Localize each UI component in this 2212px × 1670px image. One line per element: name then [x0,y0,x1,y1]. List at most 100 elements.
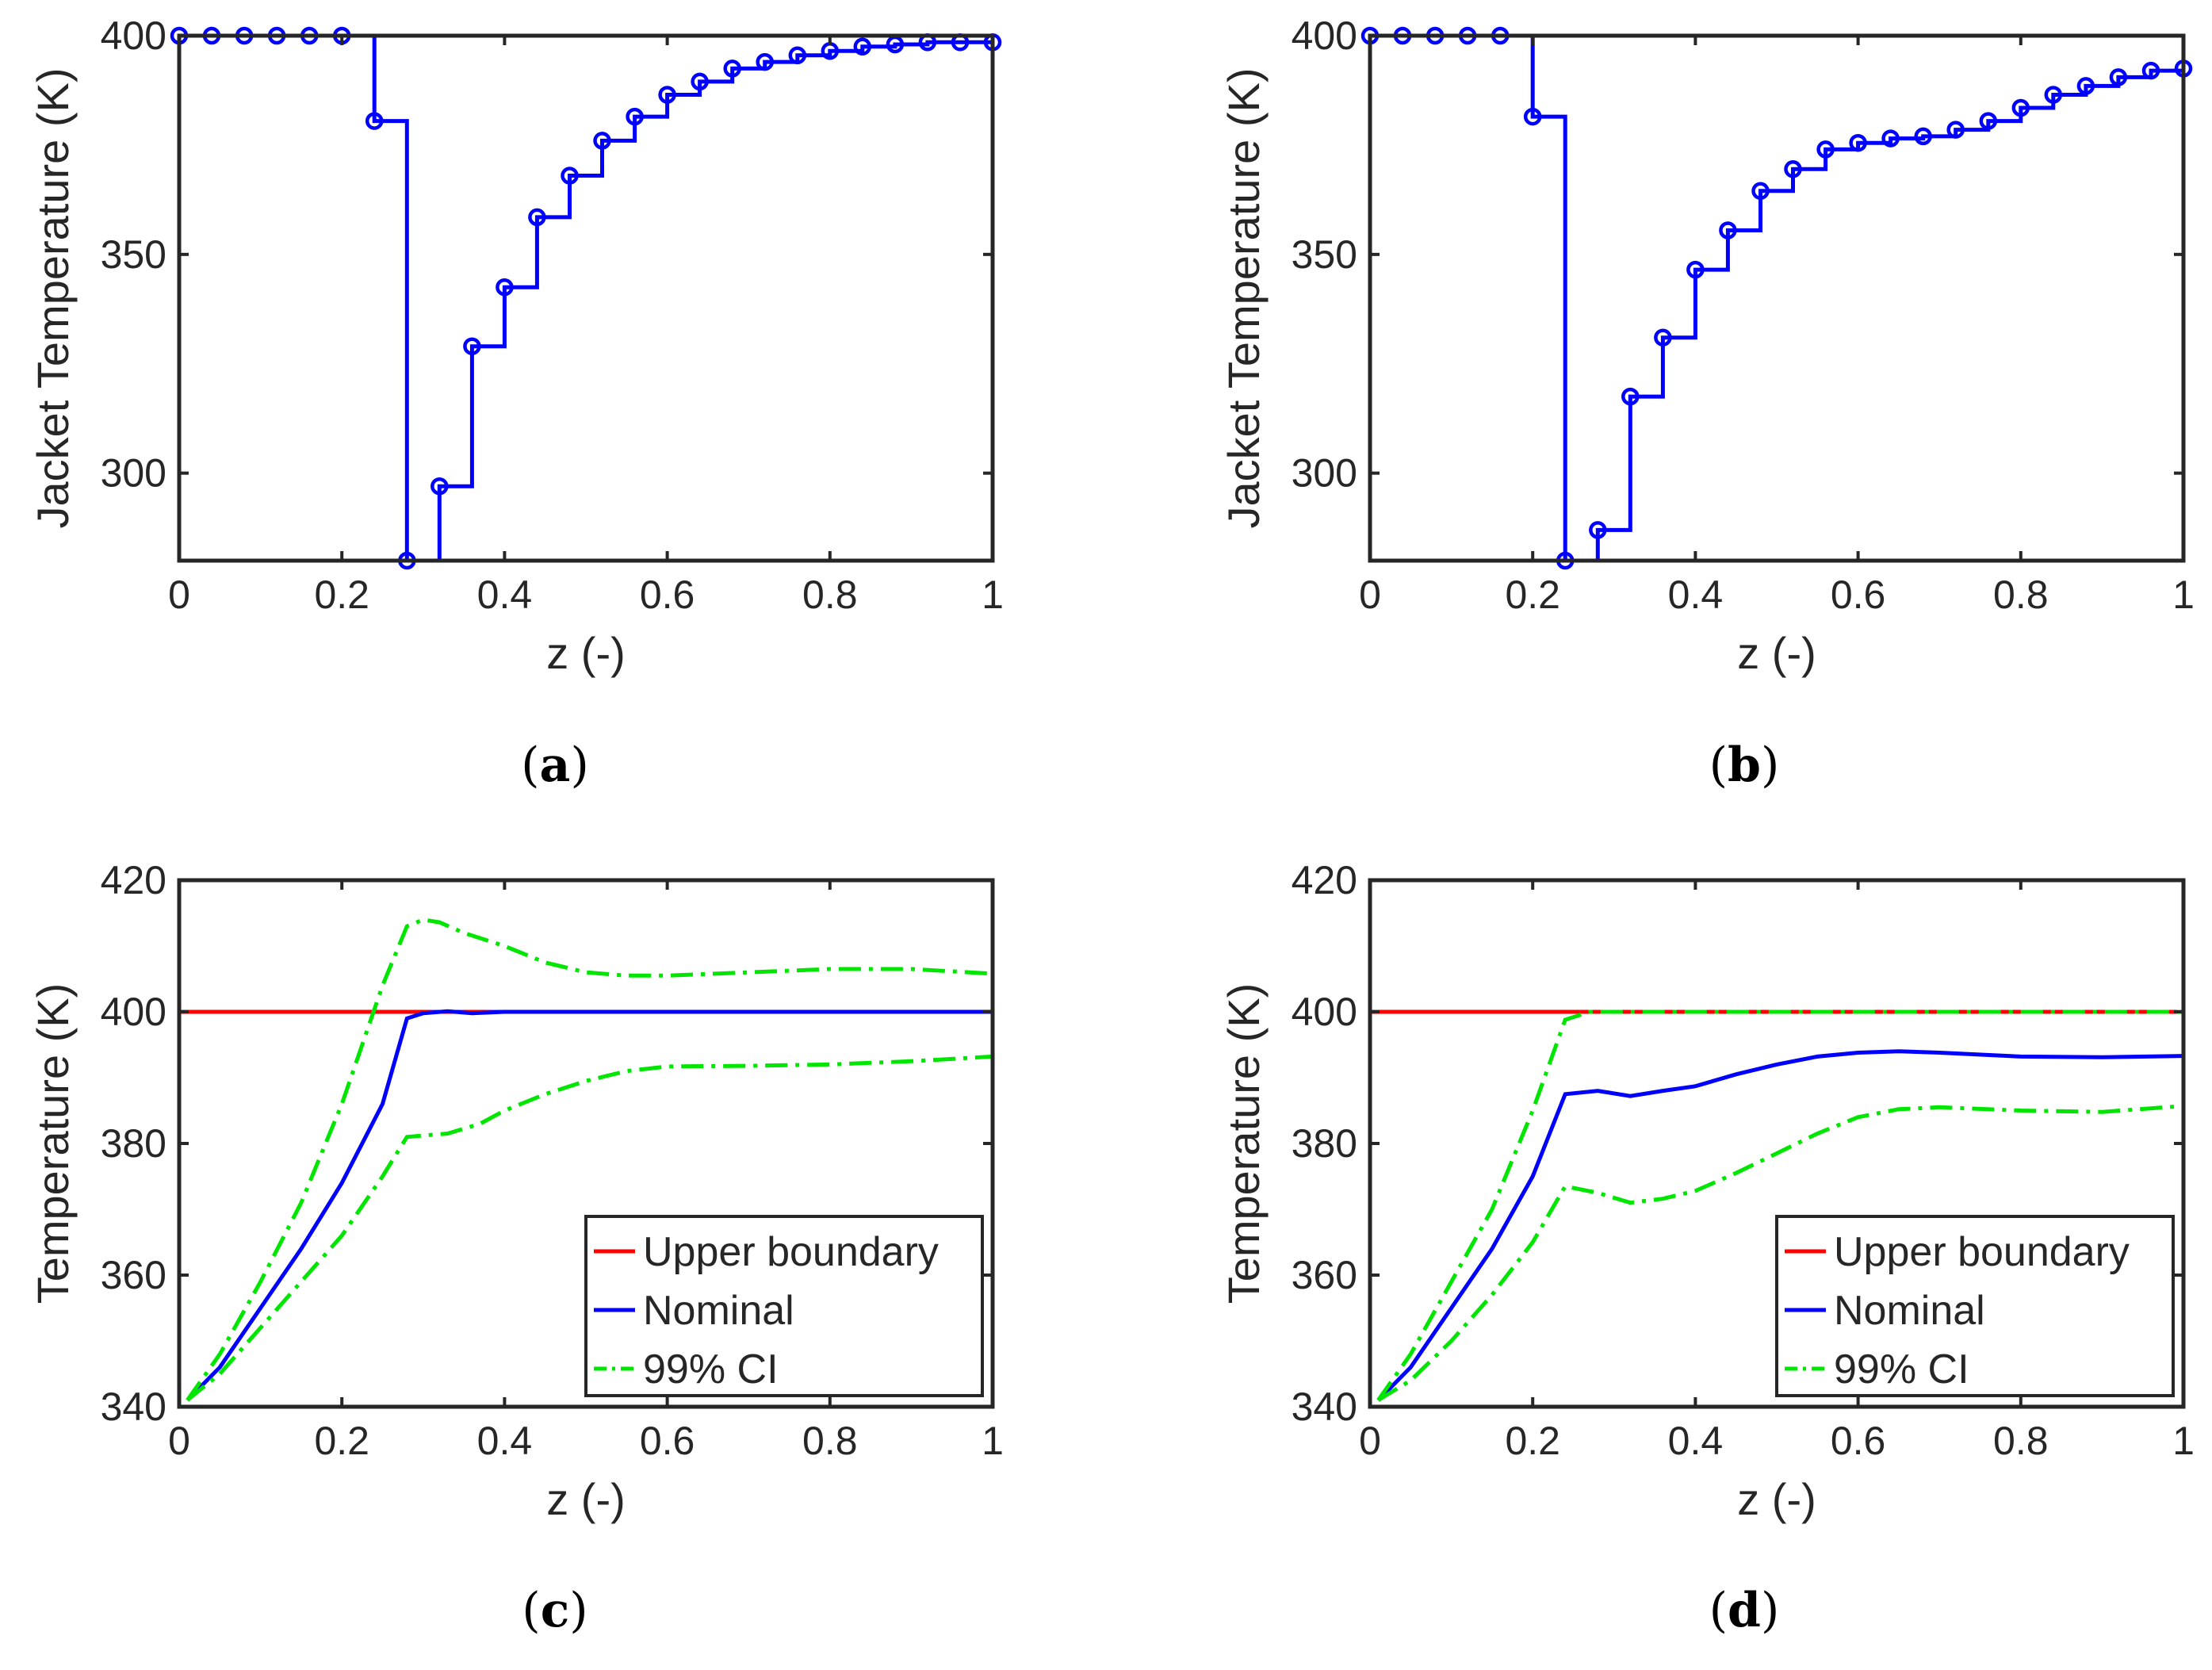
legend-box [584,1215,984,1397]
series-group [1370,1009,2183,1402]
x-tick-label: 0.2 [314,1419,369,1463]
chart-panel-d: 0 0.2 0.4 0.6 0.8 1 340 360 380 400 420 z (-) Temper… [1219,858,2195,1638]
x-tick-label: 1 [982,1419,1004,1463]
data-point-marker [1589,521,1607,539]
y-tick-label: 380 [101,1121,166,1166]
y-tick-label: 300 [101,451,166,496]
y-tick-label: 300 [1292,451,1357,496]
data-point-marker [723,59,741,78]
data-point-marker [1719,221,1737,239]
axes-box [1368,33,2186,563]
panel-label-letter: a [540,737,571,793]
axes-box [177,33,995,563]
panel-label-letter: c [541,1583,570,1638]
y-axis-label: Temperature (K) [28,983,78,1304]
data-point-marker [2011,98,2030,117]
data-point-marker [2141,61,2160,80]
data-point-marker [1523,107,1542,126]
x-tick-label: 0.6 [640,573,695,617]
data-point-marker [853,37,872,56]
panel-label-close: ) [1761,1583,1779,1638]
data-point-marker [691,72,709,91]
x-tick-label: 0 [1359,1419,1381,1463]
x-tick-label: 0.8 [802,1419,858,1463]
data-point-marker [1979,112,1998,130]
data-point-marker [626,107,644,126]
data-point-marker [1751,182,1770,201]
x-tick-label: 0.8 [1993,573,2049,617]
data-point-marker [1621,387,1640,406]
panel-label-close: ) [569,1583,587,1638]
x-tick-label: 0.8 [1993,1419,2049,1463]
x-tick-label: 0 [1359,573,1381,617]
x-tick-label: 0.6 [640,1419,695,1463]
x-tick-label: 0.4 [1668,573,1724,617]
x-tick-label: 0.4 [477,573,533,617]
data-point-marker [788,46,807,65]
x-tick-label: 1 [982,573,1004,617]
data-point-marker [1914,127,1932,146]
data-point-marker [496,278,514,297]
panel-label: (b) [1709,737,1780,793]
plot-area [179,36,993,561]
x-tick-label: 0.2 [1505,1419,1560,1463]
x-axis-label: z (-) [1737,1474,1816,1524]
x-axis-label: z (-) [546,628,626,678]
panel-label-letter: b [1728,737,1761,793]
data-point-marker [2109,68,2128,86]
data-point-marker [1784,160,1802,178]
x-tick-label: 0 [168,1419,190,1463]
y-tick-label: 380 [1292,1121,1357,1166]
panel-label-letter: d [1728,1583,1761,1638]
panel-label: (c) [522,1583,587,1638]
legend-entry-label: Nominal [643,1288,794,1334]
data-point-marker [1686,260,1705,279]
x-tick-label: 1 [2172,573,2195,617]
chart-panel-b: 0 0.2 0.4 0.6 0.8 1 300 350 400 z (-) Jacket Tempe… [1219,13,2195,793]
y-tick-label: 400 [1292,13,1357,58]
y-tick-label: 340 [101,1385,166,1429]
data-point-marker [1816,140,1835,159]
data-point-marker [431,477,449,496]
x-tick-label: 0.6 [1831,573,1886,617]
panel-label-open: ( [1709,737,1728,793]
x-axis-label: z (-) [546,1474,626,1524]
panel-label-open: ( [522,1583,540,1638]
chart-panel-c: 0 0.2 0.4 0.6 0.8 1 340 360 380 400 420 z (-) Temper… [28,858,1004,1638]
series-group [179,917,993,1402]
series-line-nominal [186,1009,993,1402]
data-point-marker [756,52,774,71]
y-tick-label: 360 [1292,1253,1357,1297]
data-point-marker [1881,129,1900,147]
series-line-nominal [1376,1049,2183,1402]
y-tick-label: 420 [1292,858,1357,902]
series-line-99-ci [1376,1009,2183,1402]
y-tick-label: 400 [101,990,166,1034]
y-axis-label: Jacket Temperature (K) [28,68,78,529]
legend: Upper boundary Nominal 99% CI [1775,1215,2175,1397]
x-tick-label: 0.6 [1831,1419,1886,1463]
data-point-marker [365,112,384,130]
legend-entry-label: 99% CI [643,1346,779,1392]
series-line-jacket-temperature [1370,36,2183,561]
y-tick-label: 350 [1292,232,1357,277]
y-axis-label: Temperature (K) [1219,983,1269,1304]
data-point-marker [528,208,546,227]
data-point-marker [1654,328,1672,347]
y-axis-label: Jacket Temperature (K) [1219,68,1269,529]
panel-label-close: ) [1761,737,1779,793]
plot-area [1370,36,2183,561]
panel-label-open: ( [521,737,539,793]
series-line-99-ci [186,917,993,1402]
legend-entry-label: Upper boundary [643,1229,939,1275]
panel-label-close: ) [570,737,588,793]
panel-label-open: ( [1709,1583,1728,1638]
data-point-marker [2076,77,2095,95]
data-point-marker [561,167,579,185]
x-tick-label: 0.2 [1505,573,1560,617]
panel-label: (a) [521,737,589,793]
y-tick-label: 350 [101,232,166,277]
legend-entry-label: 99% CI [1834,1346,1969,1392]
series-line-99-ci-lower [1377,1104,2183,1402]
